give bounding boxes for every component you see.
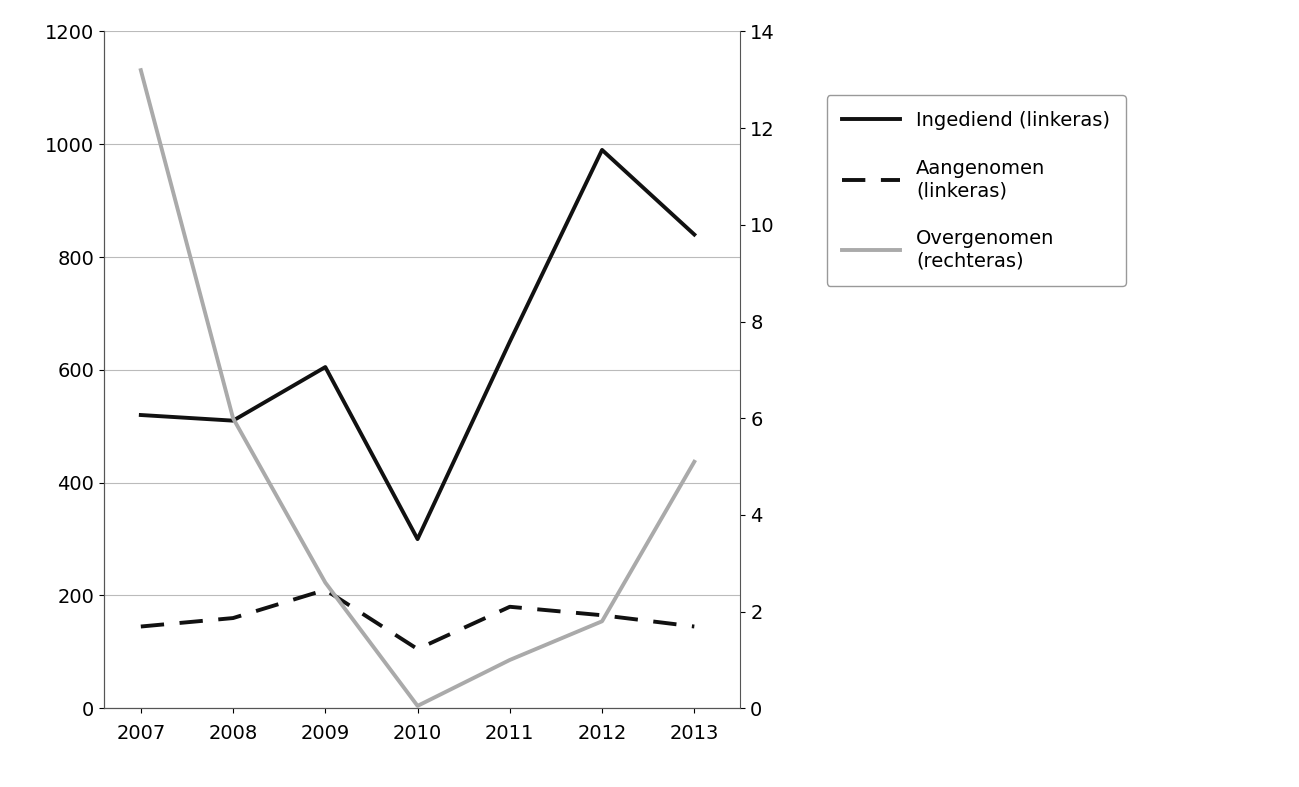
Overgenomen
(rechteras) bbox=[686, 457, 701, 467]
Overgenomen
(rechteras) bbox=[409, 701, 425, 711]
Overgenomen
(rechteras) bbox=[225, 413, 240, 423]
Aangenomen
(linkeras) bbox=[409, 645, 425, 654]
Aangenomen
(linkeras) bbox=[686, 622, 701, 631]
Aangenomen
(linkeras) bbox=[317, 586, 333, 595]
Aangenomen
(linkeras) bbox=[594, 611, 609, 620]
Overgenomen
(rechteras) bbox=[501, 656, 517, 665]
Ingediend (linkeras) bbox=[409, 534, 425, 544]
Ingediend (linkeras) bbox=[317, 362, 333, 371]
Ingediend (linkeras) bbox=[594, 146, 609, 155]
Line: Aangenomen
(linkeras): Aangenomen (linkeras) bbox=[140, 590, 694, 649]
Ingediend (linkeras) bbox=[225, 416, 240, 425]
Line: Ingediend (linkeras): Ingediend (linkeras) bbox=[140, 150, 694, 539]
Aangenomen
(linkeras) bbox=[225, 613, 240, 623]
Overgenomen
(rechteras) bbox=[132, 65, 148, 75]
Aangenomen
(linkeras) bbox=[501, 602, 517, 611]
Ingediend (linkeras) bbox=[501, 337, 517, 346]
Ingediend (linkeras) bbox=[686, 230, 701, 239]
Aangenomen
(linkeras) bbox=[132, 622, 148, 631]
Legend: Ingediend (linkeras), Aangenomen
(linkeras), Overgenomen
(rechteras): Ingediend (linkeras), Aangenomen (linker… bbox=[826, 95, 1125, 286]
Overgenomen
(rechteras) bbox=[594, 616, 609, 626]
Ingediend (linkeras) bbox=[132, 410, 148, 419]
Line: Overgenomen
(rechteras): Overgenomen (rechteras) bbox=[140, 70, 694, 706]
Overgenomen
(rechteras) bbox=[317, 578, 333, 587]
